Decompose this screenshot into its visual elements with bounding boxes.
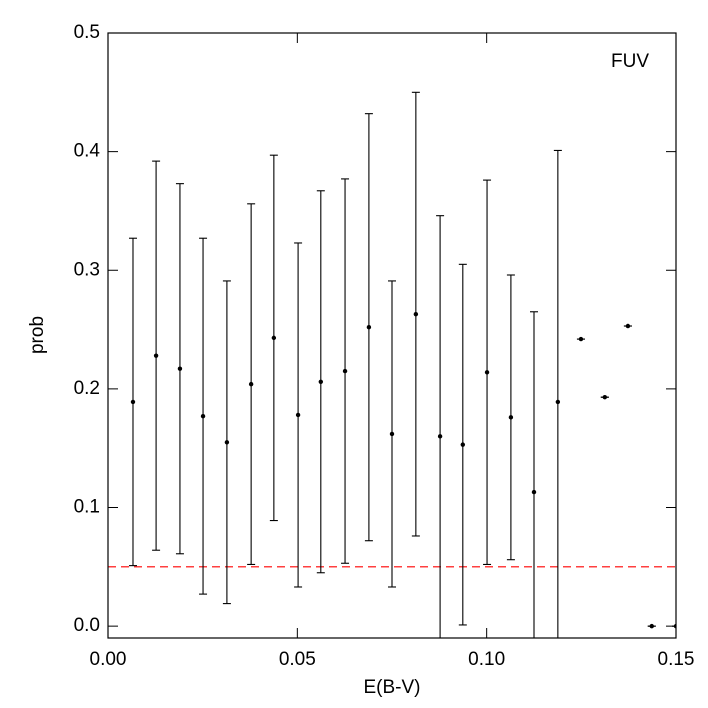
point: [200, 413, 206, 419]
point: [318, 379, 324, 384]
point: [153, 353, 159, 358]
x-tick-label: 0.10: [468, 649, 505, 670]
y-tick-label: 0.3: [74, 259, 100, 280]
point: [508, 415, 514, 420]
point: [389, 431, 395, 437]
point: [437, 434, 443, 439]
x-axis-label: E(B-V): [364, 677, 421, 698]
point: [484, 370, 490, 375]
y-tick-label: 0.2: [74, 378, 100, 399]
plot-area: [108, 91, 676, 638]
y-tick-label: 0.4: [74, 141, 101, 162]
point: [413, 311, 419, 317]
point: [271, 335, 277, 341]
y-tick-label: 0.1: [74, 497, 100, 518]
point: [578, 336, 584, 342]
point: [602, 394, 608, 400]
point: [649, 623, 654, 629]
point: [342, 368, 348, 374]
point: [130, 399, 136, 405]
x-tick-label: 0.05: [279, 649, 316, 670]
point: [224, 440, 230, 445]
y-axis-label: prob: [27, 316, 48, 354]
y-tick-label: 0.5: [74, 22, 100, 43]
point: [248, 381, 254, 387]
x-tick-label: 0.15: [658, 649, 695, 670]
point: [531, 489, 537, 495]
point: [295, 412, 301, 418]
point: [177, 366, 183, 371]
annotation: FUV: [611, 51, 649, 72]
point: [460, 442, 466, 447]
point: [625, 323, 631, 329]
point: [555, 399, 561, 405]
x-tick-label: 0.00: [90, 649, 127, 670]
plot-frame: [107, 32, 677, 639]
point: [366, 324, 372, 330]
y-tick-label: 0.0: [74, 615, 100, 636]
